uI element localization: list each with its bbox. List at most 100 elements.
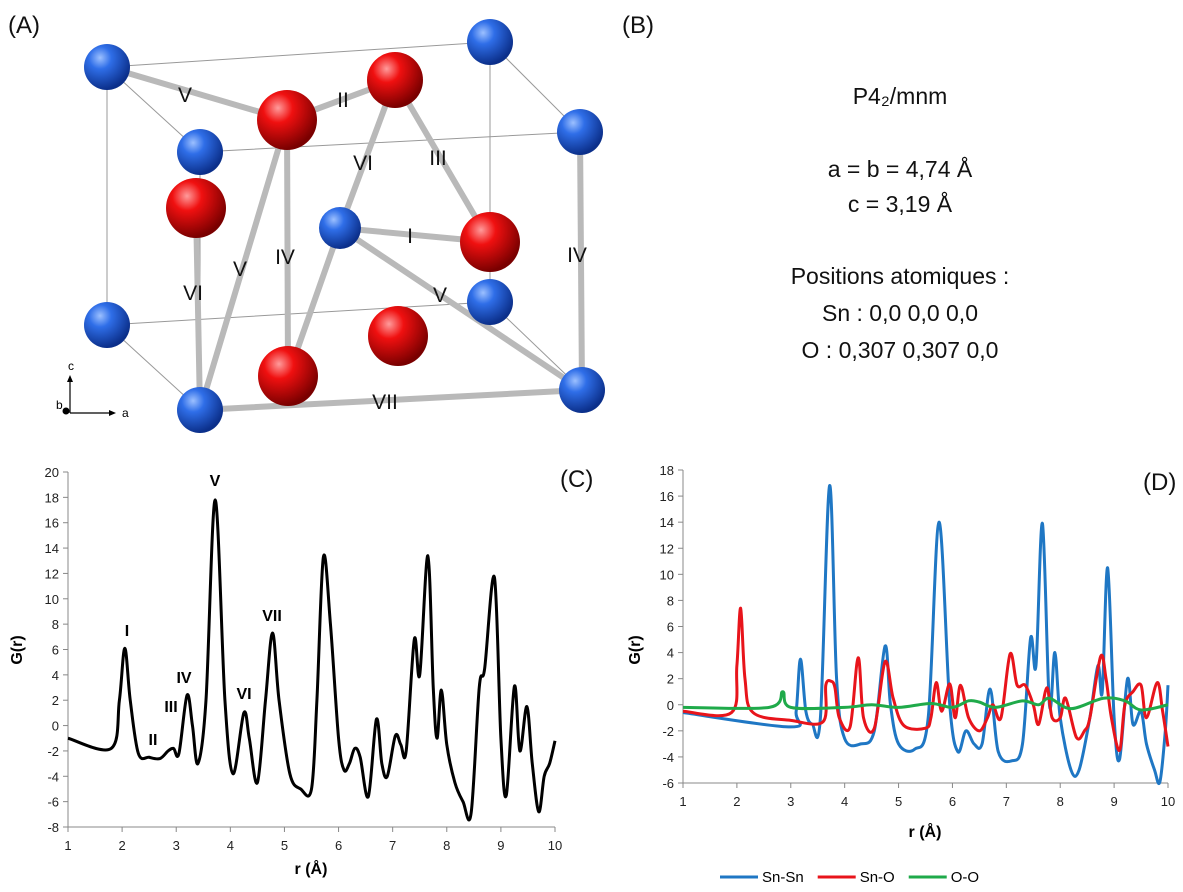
x-tick-label: 10 <box>1161 794 1175 809</box>
y-tick-label: 0 <box>667 698 674 713</box>
sn-atom <box>467 19 513 65</box>
bond <box>577 129 585 393</box>
y-tick-label: 8 <box>667 593 674 608</box>
panel-label: (D) <box>1143 469 1176 496</box>
x-tick-label: 9 <box>497 838 504 853</box>
y-tick-label: 2 <box>52 693 59 708</box>
bond <box>197 387 585 413</box>
y-tick-label: -4 <box>662 750 674 765</box>
x-tick-label: 1 <box>679 794 686 809</box>
y-tick-label: 6 <box>52 643 59 658</box>
bond <box>104 64 290 123</box>
sn-atom <box>177 129 223 175</box>
panel-label: (B) <box>622 12 654 39</box>
atomic-position: O : 0,307 0,307 0,0 <box>802 337 999 363</box>
bond <box>392 77 493 245</box>
data-line <box>67 498 557 822</box>
y-tick-label: 14 <box>45 541 59 556</box>
sn-atom <box>557 109 603 155</box>
x-tick-label: 7 <box>389 838 396 853</box>
bond-label: V <box>433 284 447 307</box>
bonds <box>104 64 585 413</box>
axis-name: c <box>68 359 74 373</box>
x-tick-label: 2 <box>118 838 125 853</box>
x-tick-label: 3 <box>173 838 180 853</box>
x-tick-label: 1 <box>64 838 71 853</box>
legend-label: Sn-Sn <box>762 869 804 886</box>
y-tick-label: 18 <box>660 463 674 478</box>
x-tick-label: 10 <box>548 838 562 853</box>
y-tick-label: 18 <box>45 490 59 505</box>
bond-label: VII <box>372 391 398 414</box>
bond-label: III <box>429 147 447 170</box>
bond <box>193 205 203 413</box>
axis-name: b <box>56 398 63 412</box>
x-tick-label: 8 <box>1057 794 1064 809</box>
o-atom <box>257 90 317 150</box>
bond-label: VI <box>183 282 203 305</box>
panel-label: (A) <box>8 12 40 39</box>
lattice-parameter: a = b = 4,74 Å <box>828 155 973 182</box>
axis-triad: c b a <box>56 359 129 420</box>
peak-label: VII <box>262 608 282 625</box>
o-atom <box>460 212 520 272</box>
bond-label: IV <box>275 246 295 269</box>
y-tick-label: 20 <box>45 465 59 480</box>
o-atom <box>258 346 318 406</box>
o-atom <box>166 178 226 238</box>
bond-label: VI <box>353 152 373 175</box>
data-line <box>682 690 1169 712</box>
bond-label: IV <box>567 244 587 267</box>
x-tick-label: 5 <box>281 838 288 853</box>
sn-atom <box>467 279 513 325</box>
bond <box>197 117 290 413</box>
peak-label: V <box>210 473 221 490</box>
panel-b: (B) P4₂/mnm a = b = 4,74 Å c = 3,19 Å Po… <box>622 12 1009 363</box>
bond-label: V <box>233 258 247 281</box>
y-tick-label: 14 <box>660 515 674 530</box>
atomic-position: Sn : 0,0 0,0 0,0 <box>822 300 978 326</box>
y-tick-label: 8 <box>52 617 59 632</box>
x-tick-label: 7 <box>1003 794 1010 809</box>
peak-label: II <box>149 732 158 749</box>
y-tick-label: 10 <box>660 567 674 582</box>
axis-name: a <box>122 406 129 420</box>
cell-edge <box>199 131 583 411</box>
y-axis-label: G(r) <box>627 635 644 664</box>
x-axis-label: r (Å) <box>909 822 942 841</box>
y-tick-label: -4 <box>47 769 59 784</box>
data-line <box>682 606 1170 752</box>
axis-dot <box>62 407 70 415</box>
y-tick-label: 6 <box>667 620 674 635</box>
sn-atom <box>84 302 130 348</box>
y-tick-label: -6 <box>662 776 674 791</box>
y-tick-label: 12 <box>660 541 674 556</box>
y-tick-label: 4 <box>667 646 674 661</box>
o-atom <box>368 306 428 366</box>
x-tick-label: 4 <box>841 794 848 809</box>
x-tick-label: 2 <box>733 794 740 809</box>
y-tick-label: 12 <box>45 566 59 581</box>
arrow <box>67 375 73 382</box>
bond <box>284 117 291 379</box>
panel-label: (C) <box>560 466 593 493</box>
o-atom <box>367 52 423 108</box>
bond-label: V <box>178 84 192 107</box>
atoms <box>84 19 605 433</box>
x-tick-label: 3 <box>787 794 794 809</box>
legend-label: Sn-O <box>860 869 895 886</box>
peak-label: III <box>164 699 177 716</box>
y-tick-label: -8 <box>47 820 59 835</box>
bond-label: I <box>407 225 413 248</box>
y-tick-label: 0 <box>52 719 59 734</box>
positions-title: Positions atomiques : <box>791 263 1010 289</box>
space-group: P4₂/mnm <box>853 83 948 109</box>
x-tick-label: 8 <box>443 838 450 853</box>
sn-atom <box>319 207 361 249</box>
y-tick-label: 4 <box>52 668 59 683</box>
peak-label: VI <box>236 686 251 703</box>
y-tick-label: 2 <box>667 672 674 687</box>
sn-atom <box>84 44 130 90</box>
